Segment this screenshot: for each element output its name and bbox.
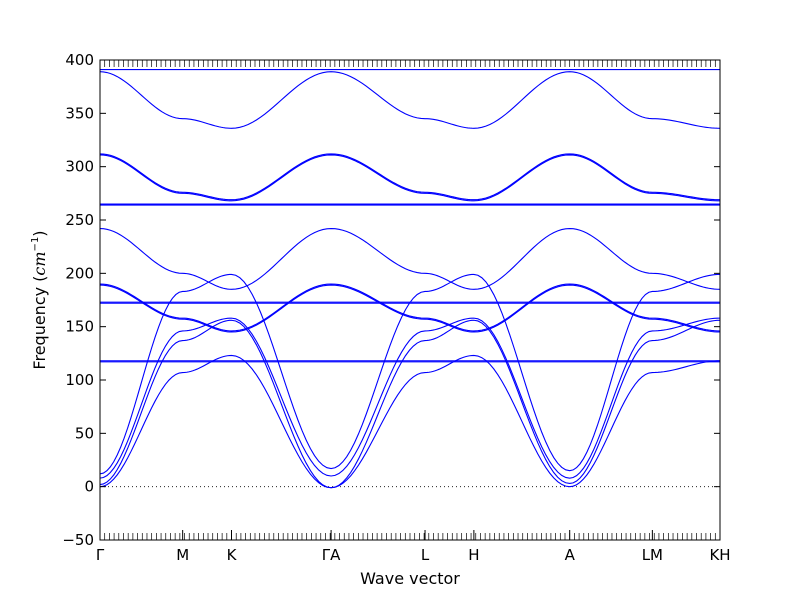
high-symmetry-label: M	[176, 546, 189, 564]
phonon-branch-1	[99, 354, 721, 489]
y-tick-label: 50	[75, 424, 94, 442]
phonon-branch-16	[99, 71, 721, 129]
y-tick-label: 150	[65, 318, 94, 336]
y-tick-label: 300	[65, 158, 94, 176]
phonon-branch-15	[99, 154, 721, 202]
y-tick-label: 0	[84, 478, 94, 496]
plot-area	[99, 69, 721, 489]
high-symmetry-label: K	[227, 546, 238, 564]
y-axis-title-prefix: Frequency (	[30, 276, 49, 370]
y-tick-label: 250	[65, 211, 94, 229]
high-symmetry-label: KH	[709, 546, 730, 564]
high-symmetry-label: LM	[642, 546, 663, 564]
high-symmetry-label: L	[421, 546, 430, 564]
x-axis-title: Wave vector	[360, 569, 460, 588]
axis-ticks	[99, 59, 721, 541]
phonon-branch-8	[99, 284, 721, 333]
y-tick-label: 400	[65, 51, 94, 69]
y-axis-title: Frequency (cm−1)	[30, 230, 49, 369]
phonon-branch-2	[99, 319, 721, 489]
y-tick-label: 350	[65, 104, 94, 122]
phonon-branch-11	[99, 227, 721, 290]
y-axis-title-unit: cm	[30, 251, 49, 275]
phonon-branch-7	[99, 283, 721, 332]
y-tick-label: 200	[65, 264, 94, 282]
y-axis-title-exponent: −1	[30, 237, 41, 252]
high-symmetry-label: A	[565, 546, 576, 564]
high-symmetry-label: Γ	[96, 546, 105, 564]
phonon-branch-4	[99, 273, 721, 475]
high-symmetry-label: H	[468, 546, 479, 564]
phonon-branch-14	[99, 153, 721, 201]
y-tick-label: 100	[65, 371, 94, 389]
y-tick-label: −50	[62, 531, 94, 549]
high-symmetry-label: ΓA	[322, 546, 341, 564]
tick-labels: −50 0 50 100 150 200 250 300 350 400 Γ M K ΓA L H A LM KH	[62, 51, 730, 564]
y-axis-title-suffix: )	[30, 230, 49, 236]
plot-frame	[99, 59, 721, 541]
phonon-branch-3	[99, 317, 721, 479]
